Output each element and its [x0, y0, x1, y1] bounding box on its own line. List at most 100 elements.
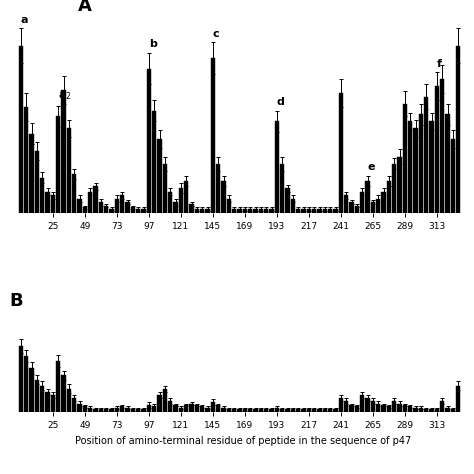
Bar [35, 380, 39, 412]
Bar [301, 410, 306, 412]
Bar [280, 410, 284, 412]
Text: b: b [149, 39, 157, 49]
Bar [93, 186, 98, 213]
Bar [62, 375, 66, 412]
Bar [413, 128, 418, 213]
Bar [398, 403, 402, 412]
Text: e: e [368, 162, 375, 173]
Bar [83, 208, 87, 213]
Bar [35, 151, 39, 213]
Bar [429, 121, 434, 213]
Bar [264, 410, 268, 412]
Bar [451, 139, 455, 213]
Bar [88, 191, 92, 213]
Bar [104, 410, 109, 412]
Bar [408, 121, 412, 213]
Bar [115, 199, 119, 213]
Bar [456, 386, 460, 412]
Bar [190, 403, 194, 412]
Bar [398, 156, 402, 213]
Text: a: a [21, 15, 28, 25]
Bar [440, 79, 445, 213]
Bar [269, 209, 273, 213]
Bar [157, 139, 162, 213]
Bar [248, 209, 252, 213]
Bar [109, 209, 114, 213]
Bar [67, 128, 71, 213]
Bar [365, 181, 370, 213]
Bar [355, 407, 359, 412]
Bar [435, 410, 439, 412]
Bar [173, 202, 178, 213]
Bar [126, 408, 130, 412]
Bar [93, 410, 98, 412]
Bar [291, 199, 295, 213]
Bar [339, 398, 343, 412]
Bar [163, 389, 167, 412]
Bar [29, 368, 34, 412]
Bar [328, 410, 332, 412]
Bar [382, 191, 386, 213]
Bar [51, 195, 55, 213]
Bar [419, 408, 423, 412]
Bar [120, 195, 124, 213]
Bar [323, 410, 327, 412]
Bar [200, 209, 204, 213]
Bar [67, 389, 71, 412]
Bar [40, 178, 45, 213]
Bar [216, 164, 220, 213]
Bar [56, 361, 60, 412]
Bar [344, 195, 348, 213]
Bar [259, 209, 263, 213]
Bar [440, 401, 445, 412]
Bar [232, 410, 237, 412]
Bar [291, 410, 295, 412]
Bar [344, 401, 348, 412]
Bar [318, 209, 322, 213]
Text: f: f [437, 59, 442, 69]
Text: c: c [213, 29, 219, 39]
Bar [77, 199, 82, 213]
Bar [131, 208, 135, 213]
Text: B: B [9, 292, 23, 310]
Bar [168, 191, 173, 213]
Bar [259, 410, 263, 412]
Bar [237, 209, 242, 213]
Bar [131, 410, 135, 412]
Bar [371, 202, 375, 213]
Bar [141, 209, 146, 213]
Bar [136, 209, 140, 213]
Bar [179, 408, 183, 412]
Bar [205, 408, 210, 412]
Bar [24, 356, 28, 412]
Bar [51, 395, 55, 412]
Bar [376, 403, 381, 412]
Bar [46, 191, 50, 213]
Bar [254, 209, 258, 213]
Bar [446, 114, 450, 213]
Bar [307, 410, 311, 412]
Bar [243, 410, 247, 412]
Bar [184, 181, 188, 213]
Bar [264, 209, 268, 213]
Bar [232, 209, 237, 213]
Bar [62, 90, 66, 213]
Bar [408, 407, 412, 412]
Bar [269, 410, 273, 412]
Text: d: d [277, 97, 285, 107]
Bar [243, 209, 247, 213]
Bar [371, 401, 375, 412]
Bar [387, 407, 391, 412]
Bar [334, 209, 338, 213]
Bar [392, 164, 396, 213]
Bar [387, 181, 391, 213]
Bar [312, 209, 317, 213]
Bar [120, 407, 124, 412]
Bar [413, 408, 418, 412]
Bar [126, 202, 130, 213]
Bar [211, 58, 215, 213]
Bar [254, 410, 258, 412]
Bar [403, 405, 407, 412]
Bar [275, 121, 279, 213]
Bar [83, 407, 87, 412]
